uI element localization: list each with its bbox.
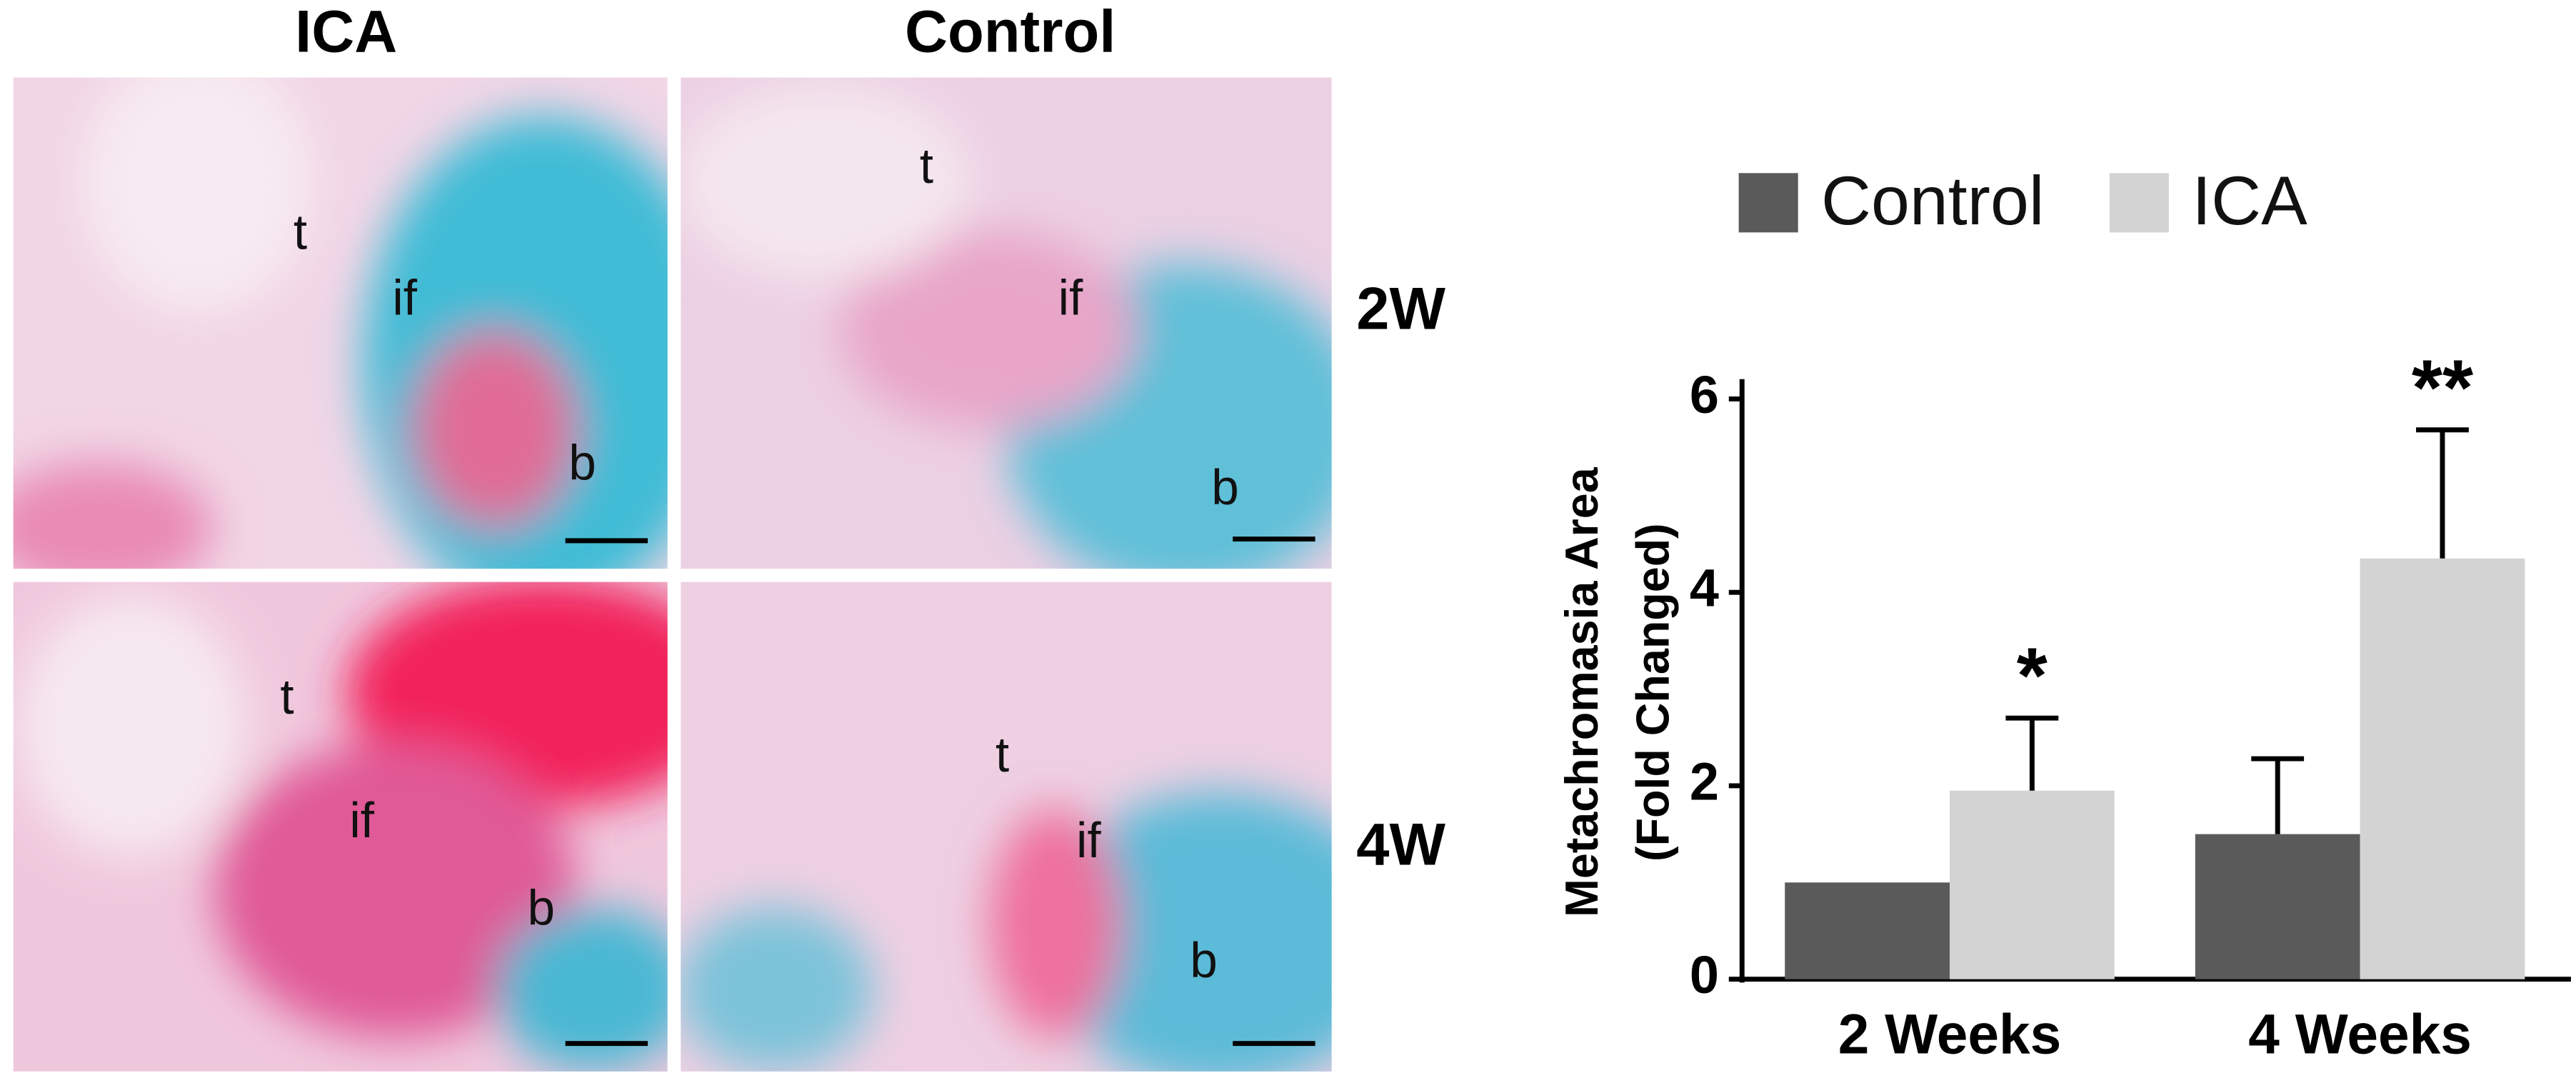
panel-label: t <box>996 727 1009 782</box>
x-tick-label: 2 Weeks <box>1838 1002 2062 1065</box>
y-tick-label: 6 <box>1690 365 1719 424</box>
column-header: ICA <box>295 0 397 65</box>
legend-swatch <box>1738 173 1798 233</box>
panel-label: b <box>528 879 556 935</box>
bar <box>2195 834 2360 979</box>
legend-label: Control <box>1821 161 2044 239</box>
panel-label: if <box>349 792 374 848</box>
y-tick-label: 4 <box>1690 559 1719 618</box>
panel-label: b <box>1211 459 1239 515</box>
legend-swatch <box>2109 173 2169 233</box>
y-axis-label: (Fold Changed) <box>1627 523 1678 862</box>
micrograph <box>13 582 668 1072</box>
error-bar <box>2416 427 2469 559</box>
y-tick-label: 0 <box>1690 945 1719 1004</box>
significance-label: * <box>2017 632 2048 720</box>
micrograph <box>681 582 1332 1072</box>
panel-label: t <box>920 138 933 194</box>
x-tick-label: 4 Weeks <box>2248 1002 2472 1065</box>
panel-label: t <box>280 669 294 724</box>
bar <box>2360 558 2525 979</box>
micrograph <box>13 77 668 569</box>
panel-label: if <box>1058 270 1083 326</box>
error-bar <box>2005 715 2059 791</box>
error-bar <box>2251 756 2305 834</box>
y-axis-label: Metachromasia Area <box>1556 466 1608 917</box>
scale-bar <box>565 536 1315 1047</box>
panel-label: b <box>568 434 596 490</box>
micrograph <box>681 77 1332 569</box>
legend-label: ICA <box>2192 161 2307 239</box>
significance-label: ** <box>2412 344 2473 431</box>
bar <box>1949 790 2115 979</box>
panel-label: t <box>294 204 307 259</box>
bar <box>1785 882 1950 979</box>
panel-label: if <box>1076 812 1101 868</box>
panel-label: if <box>392 270 417 326</box>
row-label: 2W <box>1356 275 1445 341</box>
row-label: 4W <box>1356 811 1445 877</box>
y-tick-label: 2 <box>1690 752 1719 811</box>
panel-label: b <box>1190 932 1218 988</box>
column-header: Control <box>905 0 1116 65</box>
